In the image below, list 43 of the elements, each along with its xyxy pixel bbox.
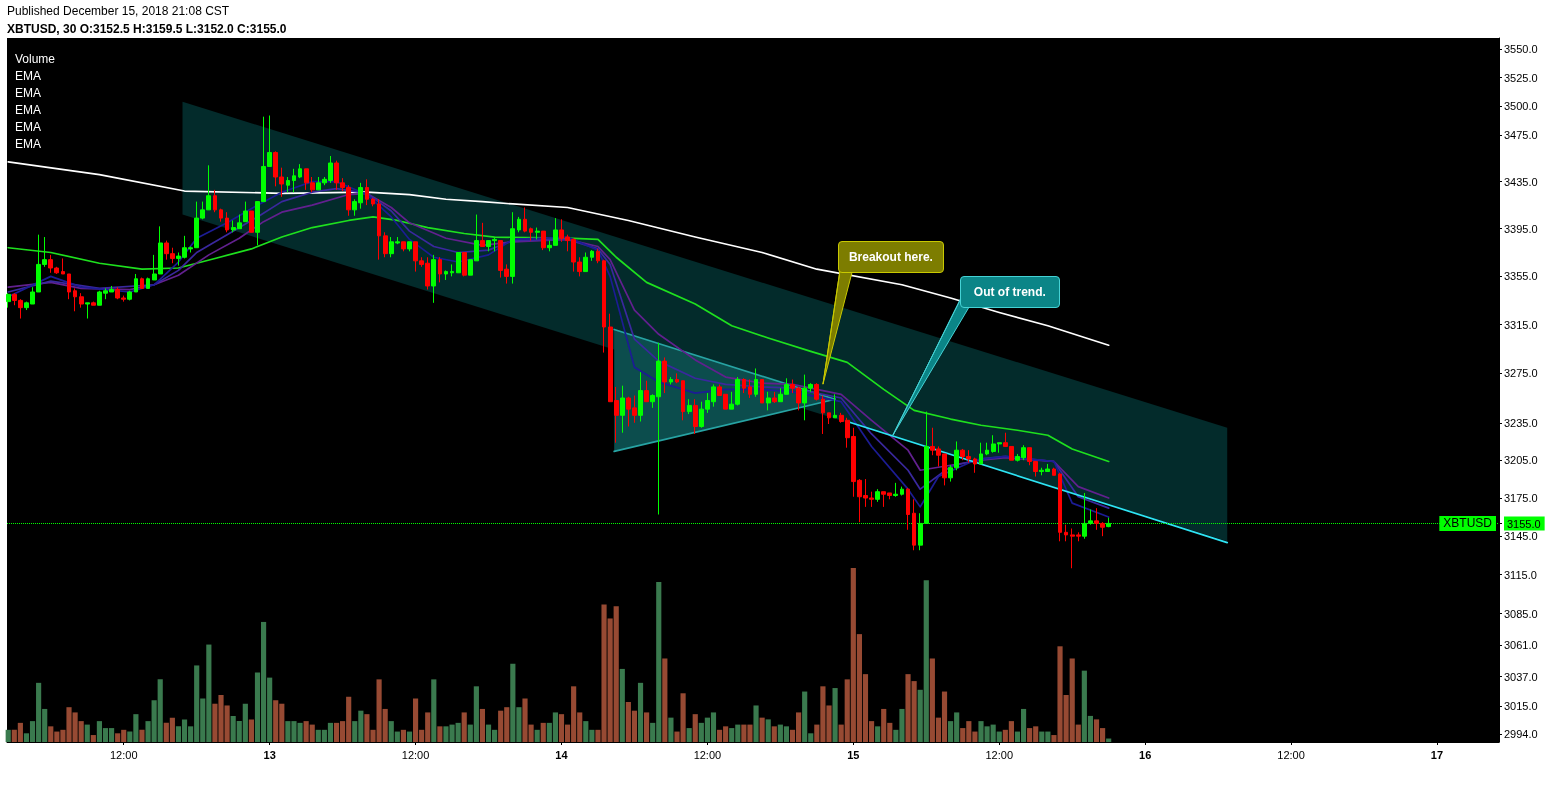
- y-tick-label: 3475.0: [1504, 129, 1538, 142]
- y-tick-label: 3155.0: [1507, 517, 1541, 530]
- annotation: Volume: [15, 52, 56, 66]
- y-tick-label: 3275.0: [1504, 367, 1538, 380]
- y-tick-label: 3145.0: [1504, 530, 1538, 543]
- x-tick-label: 13: [263, 748, 276, 761]
- chart-title: XBTUSD, 30 O:3152.5 H:3159.5 L:3152.0 C:3155.0: [7, 22, 287, 36]
- y-tick-label: 3355.0: [1504, 270, 1538, 283]
- y-tick-label: 3525.0: [1504, 71, 1538, 84]
- x-tick-label: 12:00: [401, 748, 430, 761]
- ref-line-label: XBTUSD: [1443, 516, 1493, 531]
- annotation: EMA: [15, 137, 42, 151]
- y-tick-label: 3085.0: [1504, 607, 1538, 620]
- y-tick-label: 3395.0: [1504, 222, 1538, 235]
- text: Published December 15, 2018 21:08 CST: [7, 4, 230, 18]
- y-tick-label: 3015.0: [1504, 699, 1538, 712]
- annotation: EMA: [15, 86, 42, 100]
- callout-box: Breakout here.: [837, 241, 944, 274]
- x-tick-label: 12:00: [1277, 748, 1305, 761]
- annotation: EMA: [15, 103, 42, 117]
- y-tick-label: 3175.0: [1504, 492, 1538, 505]
- x-tick-label: 16: [1139, 748, 1152, 761]
- y-tick-label: 3115.0: [1504, 568, 1537, 581]
- y-tick-label: 3205.0: [1504, 454, 1538, 467]
- annotation: EMA: [15, 120, 42, 134]
- y-tick-label: 3315.0: [1504, 318, 1538, 331]
- y-tick-label: 3435.0: [1504, 175, 1538, 188]
- y-tick-label: 3550.0: [1504, 43, 1538, 56]
- callout-box: Out of trend.: [959, 276, 1060, 309]
- annotation: EMA: [15, 69, 42, 83]
- x-tick-label: 12:00: [109, 748, 138, 761]
- y-tick-label: 3500.0: [1504, 100, 1538, 113]
- annotation: Breakout here.: [848, 250, 933, 265]
- x-tick-label: 14: [555, 748, 569, 761]
- x-tick-label: 12:00: [693, 748, 722, 761]
- x-tick-label: 15: [847, 748, 860, 761]
- x-tick-label: 17: [1430, 748, 1444, 761]
- y-tick-label: 3061.0: [1504, 638, 1538, 651]
- y-tick-label: 2994.0: [1504, 727, 1538, 740]
- x-tick-label: 12:00: [985, 748, 1013, 761]
- y-tick-label: 3235.0: [1504, 416, 1538, 429]
- annotation: Out of trend.: [973, 285, 1046, 300]
- y-tick-label: 3037.0: [1504, 670, 1538, 683]
